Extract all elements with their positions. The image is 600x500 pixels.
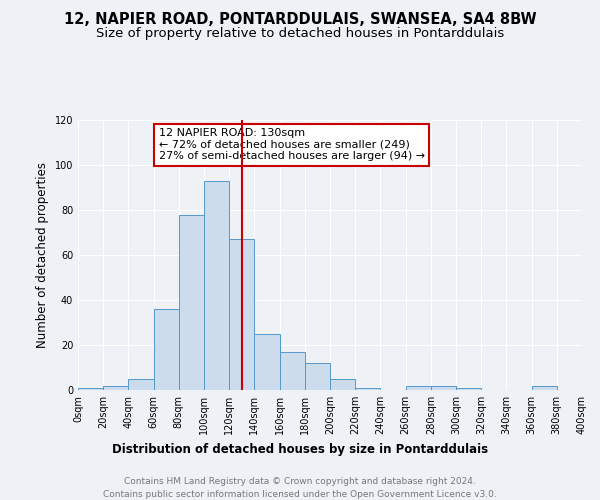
Bar — [154, 309, 179, 390]
Text: 12, NAPIER ROAD, PONTARDDULAIS, SWANSEA, SA4 8BW: 12, NAPIER ROAD, PONTARDDULAIS, SWANSEA,… — [64, 12, 536, 28]
Bar — [254, 334, 280, 390]
Bar — [103, 386, 128, 390]
Bar — [128, 379, 154, 390]
Bar — [355, 388, 380, 390]
Bar — [330, 379, 355, 390]
Bar — [532, 386, 557, 390]
Text: 12 NAPIER ROAD: 130sqm
← 72% of detached houses are smaller (249)
27% of semi-de: 12 NAPIER ROAD: 130sqm ← 72% of detached… — [158, 128, 425, 162]
Bar — [78, 388, 103, 390]
Text: Distribution of detached houses by size in Pontarddulais: Distribution of detached houses by size … — [112, 442, 488, 456]
Text: Contains public sector information licensed under the Open Government Licence v3: Contains public sector information licen… — [103, 490, 497, 499]
Y-axis label: Number of detached properties: Number of detached properties — [36, 162, 49, 348]
Bar — [179, 214, 204, 390]
Text: Size of property relative to detached houses in Pontarddulais: Size of property relative to detached ho… — [96, 28, 504, 40]
Text: Contains HM Land Registry data © Crown copyright and database right 2024.: Contains HM Land Registry data © Crown c… — [124, 478, 476, 486]
Bar — [431, 386, 456, 390]
Bar — [305, 363, 330, 390]
Bar — [229, 240, 254, 390]
Bar — [280, 352, 305, 390]
Bar — [204, 180, 229, 390]
Bar — [456, 388, 481, 390]
Bar — [406, 386, 431, 390]
